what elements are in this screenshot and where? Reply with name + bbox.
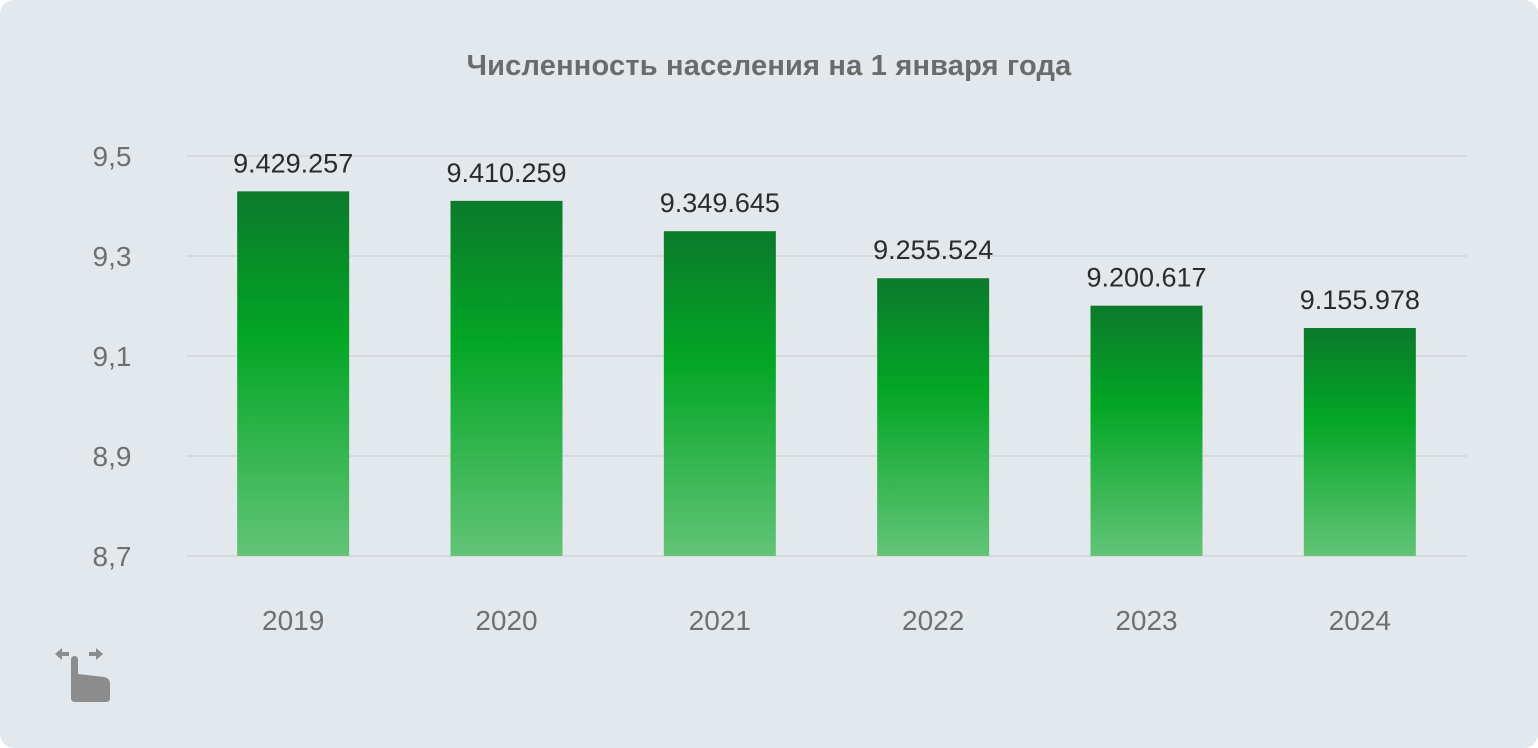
bar-2022 xyxy=(877,278,990,556)
y-tick-label: 9,3 xyxy=(93,241,132,272)
value-labels: 9.429.257 9.410.259 9.349.645 9.255.524 9.20… xyxy=(233,148,1420,315)
bar-2019 xyxy=(237,191,350,556)
value-label: 9.349.645 xyxy=(660,188,780,218)
bar-2024 xyxy=(1303,328,1416,556)
x-tick-label: 2022 xyxy=(902,605,964,636)
x-tick-label: 2024 xyxy=(1329,605,1391,636)
bar-2023 xyxy=(1090,305,1203,556)
x-tick-label: 2019 xyxy=(262,605,324,636)
chart-title: Численность населения на 1 января года xyxy=(466,50,1072,82)
bars xyxy=(237,191,1416,557)
bar-2021 xyxy=(663,231,776,557)
y-tick-label: 8,9 xyxy=(93,441,132,472)
y-tick-label: 8,7 xyxy=(93,541,132,572)
y-axis-ticks: 8,7 8,9 9,1 9,3 9,5 xyxy=(93,141,132,572)
y-tick-label: 9,1 xyxy=(93,341,132,372)
swipe-gesture-icon xyxy=(55,648,110,702)
value-label: 9.255.524 xyxy=(873,235,993,265)
x-axis-ticks: 2019 2020 2021 2022 2023 2024 xyxy=(262,605,1391,636)
y-tick-label: 9,5 xyxy=(93,141,132,172)
x-tick-label: 2020 xyxy=(475,605,537,636)
x-tick-label: 2023 xyxy=(1115,605,1177,636)
value-label: 9.410.259 xyxy=(446,158,566,188)
value-label: 9.429.257 xyxy=(233,148,353,178)
gridlines xyxy=(187,155,1467,557)
bar-2020 xyxy=(450,200,563,557)
value-label: 9.200.617 xyxy=(1086,263,1206,293)
value-label: 9.155.978 xyxy=(1300,285,1420,315)
x-tick-label: 2021 xyxy=(689,605,751,636)
